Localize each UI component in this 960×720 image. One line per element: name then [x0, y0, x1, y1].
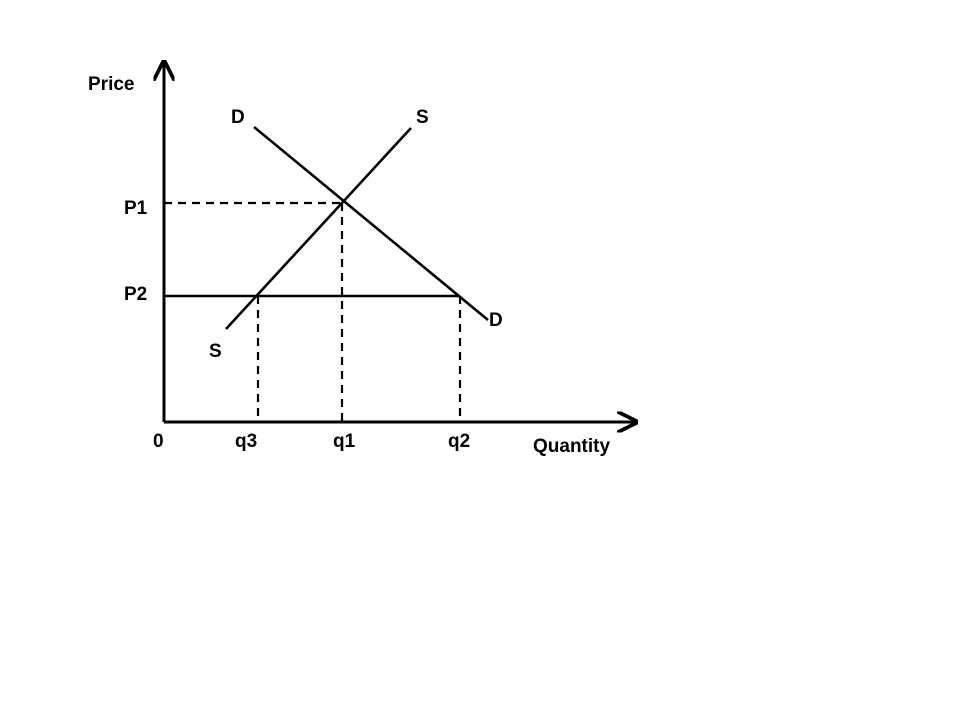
supply-curve: [225, 127, 412, 330]
supply-label-top: S: [416, 107, 429, 128]
quantity-label-q3: q3: [235, 431, 257, 452]
origin-label: 0: [153, 431, 164, 452]
y-axis-label: Price: [88, 74, 134, 95]
demand-label-top: D: [231, 107, 245, 128]
price-label-p1: P1: [124, 198, 148, 219]
demand-label-bottom: D: [489, 310, 503, 331]
quantity-label-q2: q2: [448, 431, 470, 452]
x-axis-label: Quantity: [533, 436, 610, 457]
quantity-label-q1: q1: [333, 431, 356, 452]
price-label-p2: P2: [124, 284, 147, 305]
supply-label-bottom: S: [209, 341, 222, 362]
demand-curve: [253, 125, 489, 322]
